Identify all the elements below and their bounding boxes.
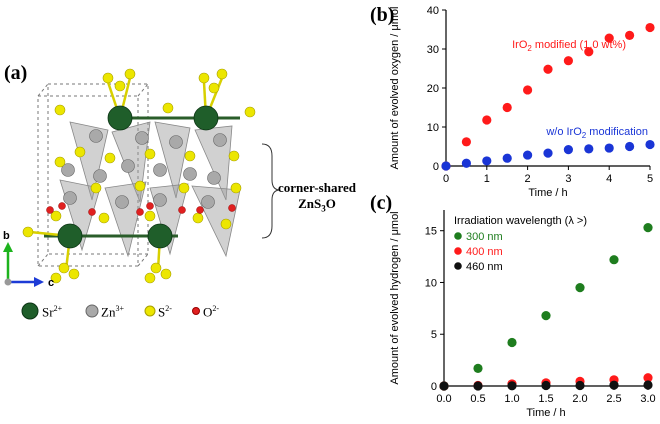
legend-o-ball	[192, 307, 200, 315]
axis-arrows	[3, 242, 44, 287]
data-point-2	[543, 148, 553, 158]
y-tick-label: 10	[425, 277, 437, 289]
data-point-2	[625, 141, 635, 152]
data-point-3	[507, 381, 517, 391]
data-point-1	[584, 47, 594, 57]
oxygen-evolution-chart: 0 1 2 3 4 5 0 10 20 30 40 Time / h Amount of evolved…	[389, 5, 655, 199]
data-point-1	[523, 85, 533, 95]
y-axis-label: Amount of evolved hydrogen / μmol	[389, 211, 401, 384]
legend-label-2: 400 nm	[466, 246, 503, 258]
x-tick-label: 2.5	[606, 393, 621, 405]
crystal-structure	[3, 68, 281, 320]
x-tick-label: 3	[565, 173, 571, 185]
data-point-2	[523, 150, 533, 160]
x-tick-label: 0.5	[470, 393, 485, 405]
data-point-1	[473, 363, 483, 373]
y-tick-label: 15	[425, 226, 437, 238]
y-tick-label: 30	[427, 44, 439, 56]
axis-b-label: b	[3, 230, 10, 242]
legend-marker-2	[454, 247, 462, 255]
data-point-1	[575, 283, 585, 293]
data-point-1	[609, 255, 619, 265]
legend-title: Irradiation wavelength (λ >)	[454, 215, 587, 227]
data-point-3	[643, 380, 653, 390]
legend-marker-3	[454, 262, 462, 270]
data-point-2	[643, 373, 653, 383]
x-tick-label: 1	[484, 173, 490, 185]
x-axis-label: Time / h	[526, 407, 565, 419]
legend-zn-label: Zn3+	[101, 304, 124, 320]
data-point-2	[604, 143, 614, 153]
x-tick-label: 2.0	[572, 393, 587, 405]
data-point-2	[441, 161, 451, 171]
bracket-label-line1: corner-shared	[278, 180, 356, 195]
y-tick-label: 40	[427, 5, 439, 17]
y-axis-label: Amount of evolved oxygen / μmol	[389, 7, 401, 170]
y-tick-label: 20	[427, 83, 439, 95]
unit-cell-outline	[37, 83, 149, 267]
data-point-2	[502, 153, 512, 163]
x-tick-label: 0	[443, 173, 449, 185]
legend-sr-ball	[21, 302, 39, 320]
atom-legend	[21, 302, 200, 320]
panel-c-label: (c)	[370, 192, 393, 214]
data-point-1	[645, 22, 655, 33]
x-tick-label: 1.5	[538, 393, 553, 405]
legend-label-3: 460 nm	[466, 261, 503, 273]
data-point-2	[461, 158, 471, 168]
data-point-1	[563, 56, 573, 66]
o-atoms	[46, 202, 236, 216]
data-point-3	[541, 380, 551, 391]
data-point-1	[543, 64, 553, 74]
panel-b-label: (b)	[370, 4, 395, 26]
series-label-iro2-modified: IrO2 modified (1.0 wt%)	[512, 39, 626, 53]
y-tick-label: 0	[431, 381, 437, 393]
data-point-1	[461, 137, 471, 147]
y-tick-label: 10	[427, 122, 439, 134]
data-point-1	[482, 115, 492, 125]
x-tick-label: 5	[647, 173, 653, 185]
hydrogen-evolution-chart: 0.0 0.5 1.0 1.5 2.0 2.5 3.0 0 5 10 15 Time / h Amoun…	[389, 210, 656, 419]
y-tick-label: 5	[431, 329, 437, 341]
legend-zn-ball	[85, 304, 99, 318]
legend-marker-1	[454, 232, 462, 240]
data-point-1	[502, 102, 512, 113]
data-point-1	[604, 33, 614, 43]
data-point-1	[507, 337, 517, 348]
axis-c-label: c	[48, 277, 55, 289]
data-point-1	[625, 30, 635, 40]
data-point-1	[541, 311, 551, 321]
sr-atoms	[57, 105, 219, 249]
x-tick-label: 3.0	[640, 393, 655, 405]
y-tick-label: 0	[433, 161, 439, 173]
x-axis-label: Time / h	[528, 187, 567, 199]
legend-sr-label: Sr2+	[42, 304, 63, 320]
legend-o-label: O2-	[203, 304, 220, 320]
bracket-label-line2: ZnS3O	[298, 196, 336, 214]
data-point-1	[643, 223, 653, 233]
panel-a-label: (a)	[4, 62, 28, 84]
legend-s-label: S2-	[158, 304, 172, 320]
data-point-2	[563, 145, 573, 155]
zn-atoms	[61, 129, 227, 209]
data-point-3	[439, 381, 449, 391]
series-label-without-iro2: w/o IrO2 modification	[545, 126, 648, 140]
data-point-2	[645, 139, 655, 150]
s-atoms	[22, 68, 256, 284]
x-tick-label: 0.0	[436, 393, 451, 405]
legend-label-1: 300 nm	[466, 231, 503, 243]
bracket	[261, 143, 281, 239]
x-tick-label: 4	[606, 173, 612, 185]
data-point-2	[584, 144, 594, 154]
data-point-3	[575, 380, 585, 391]
x-tick-label: 1.0	[504, 393, 519, 405]
data-point-3	[473, 381, 483, 391]
data-point-2	[482, 156, 492, 166]
data-point-3	[609, 380, 619, 390]
bracket-label: corner-shared ZnS3O	[262, 180, 372, 217]
legend-s-ball	[144, 305, 156, 317]
x-tick-label: 2	[525, 173, 531, 185]
